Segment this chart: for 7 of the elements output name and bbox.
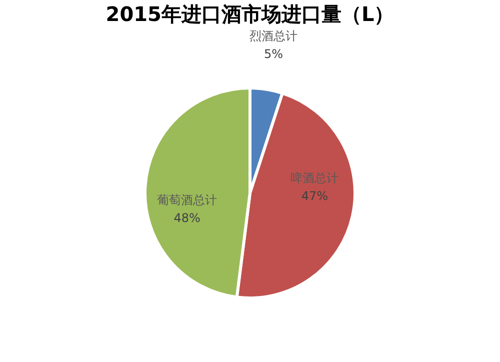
data-label: 48% [174,211,200,226]
chart-title: 2015年进口酒市场进口量（L） [106,2,394,26]
slice-label: 啤酒总计 [290,170,339,185]
slice-label: 烈酒总计 [249,28,298,43]
slice-label: 葡萄酒总计 [157,193,218,208]
data-label: 47% [301,188,328,203]
data-label: 5% [264,46,283,61]
